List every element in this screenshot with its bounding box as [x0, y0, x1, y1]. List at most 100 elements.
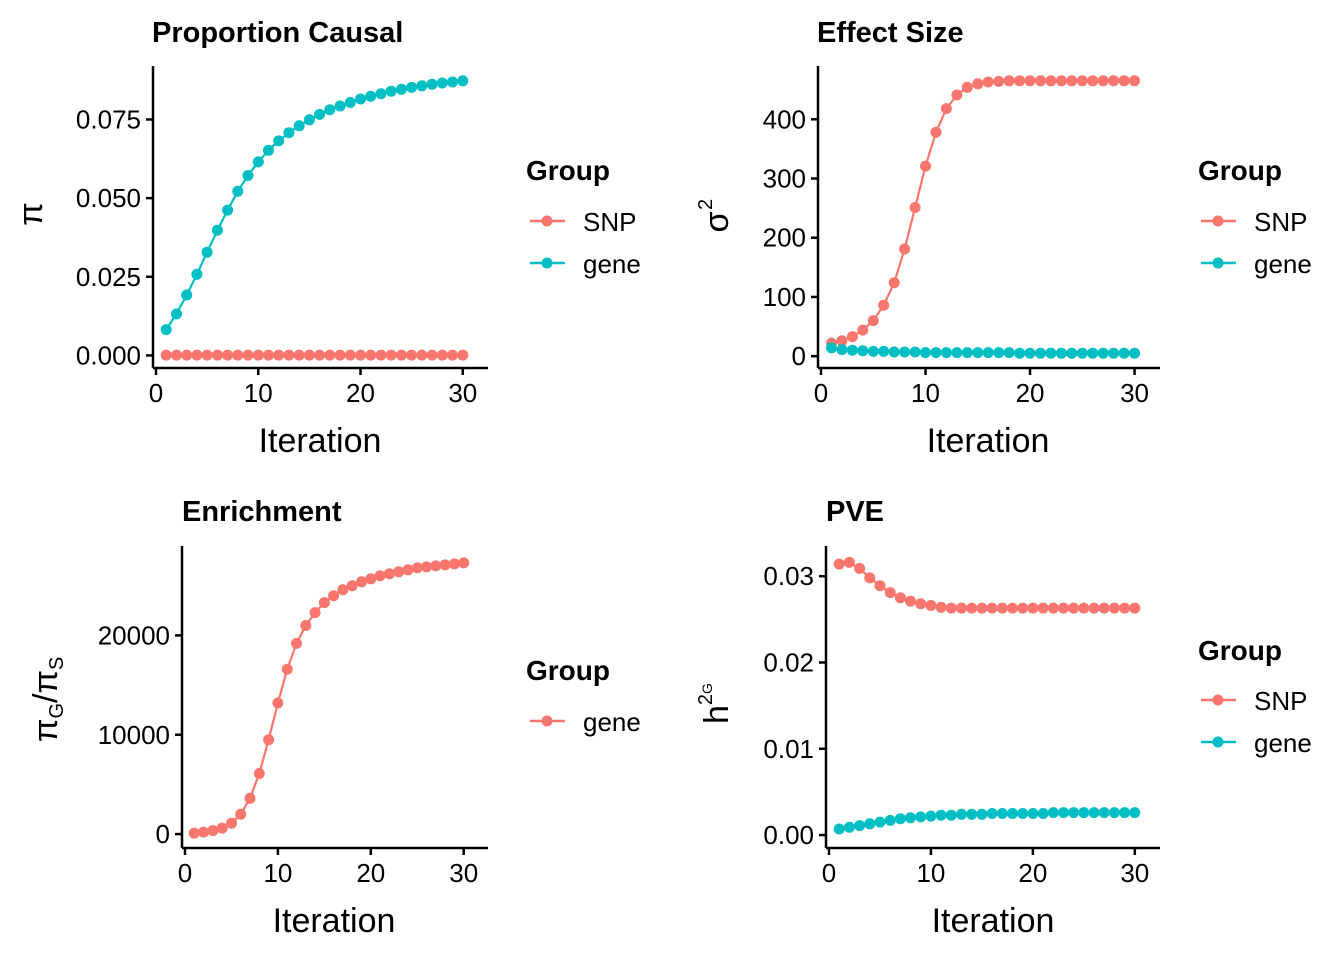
- y-tick-label: 20000: [98, 620, 170, 650]
- y-axis-label-group: πG/πS: [27, 657, 68, 742]
- data-point-gene: [930, 347, 942, 359]
- data-point-gene: [244, 792, 256, 804]
- legend: Group SNP gene: [1198, 635, 1312, 758]
- data-point-snp: [1108, 602, 1120, 614]
- data-point-snp: [956, 602, 967, 614]
- data-point-gene: [878, 345, 890, 357]
- legend-title: Group: [526, 155, 610, 186]
- data-point-gene: [160, 324, 172, 336]
- y-axis-label: σ: [698, 211, 736, 232]
- data-point-snp: [930, 126, 942, 138]
- plot-area: 0 10 20 30 0 10000 20000: [98, 546, 488, 888]
- y-axis-label: π: [12, 202, 50, 225]
- data-point-gene: [1017, 808, 1029, 819]
- data-point-gene: [940, 347, 952, 359]
- data-point-gene: [874, 816, 886, 828]
- data-point-snp: [945, 602, 957, 614]
- y-tick-label: 0.000: [76, 340, 141, 370]
- data-point-snp: [888, 277, 900, 289]
- data-point-gene: [242, 170, 254, 181]
- data-point-gene: [915, 811, 927, 823]
- legend: Group SNP gene: [526, 155, 641, 279]
- data-point-gene: [272, 697, 284, 709]
- data-point-snp: [1088, 602, 1100, 614]
- data-point-gene: [972, 347, 984, 359]
- data-point-gene: [457, 75, 469, 87]
- data-point-gene: [1014, 347, 1026, 359]
- y-tick-label: 0.03: [763, 561, 814, 591]
- data-point-gene: [309, 607, 321, 619]
- data-point-gene: [198, 826, 210, 838]
- data-point-gene: [411, 562, 423, 574]
- data-point-gene: [283, 127, 295, 139]
- data-point-snp: [222, 349, 234, 361]
- data-point-snp: [1076, 75, 1088, 87]
- data-point-gene: [263, 144, 274, 156]
- data-point-gene: [843, 821, 855, 833]
- data-point-gene: [421, 561, 432, 573]
- panel-pve: PVE 0 10 20 30 0.00 0.01 0.02 0.03 Iteration h2…: [695, 496, 1312, 940]
- data-point-snp: [1047, 602, 1059, 614]
- data-point-gene: [402, 564, 414, 576]
- data-point-snp: [252, 349, 264, 361]
- legend-label-gene: gene: [583, 707, 641, 737]
- data-point-snp: [951, 89, 963, 101]
- data-point-snp: [303, 349, 315, 361]
- y-tick-label: 0.075: [76, 104, 141, 134]
- data-point-snp: [972, 78, 984, 90]
- data-point-gene: [191, 268, 203, 280]
- y-tick-label: 0.050: [76, 183, 141, 213]
- y-tick-label: 10000: [98, 720, 170, 750]
- data-point-snp: [1078, 602, 1090, 614]
- data-point-snp: [263, 349, 274, 361]
- data-point-snp: [1058, 602, 1069, 614]
- y-axis-label-superscript: 2: [695, 199, 717, 210]
- data-point-gene: [1027, 808, 1039, 819]
- data-point-snp: [925, 600, 937, 611]
- data-point-gene: [836, 344, 848, 356]
- data-point-gene: [344, 97, 356, 108]
- y-tick-label: 300: [763, 164, 806, 194]
- data-point-gene: [1068, 807, 1080, 819]
- series-line-snp: [831, 79, 1135, 345]
- data-point-snp: [1014, 75, 1026, 87]
- data-point-gene: [188, 827, 200, 839]
- data-point-gene: [356, 576, 367, 588]
- data-point-snp: [1097, 75, 1109, 87]
- x-tick-label: 20: [356, 858, 385, 888]
- data-point-snp: [976, 602, 988, 614]
- data-point-gene: [1119, 807, 1131, 819]
- data-point-snp: [232, 349, 244, 361]
- data-point-gene: [426, 78, 438, 90]
- data-point-snp: [324, 349, 336, 361]
- data-point-snp: [1066, 75, 1078, 87]
- legend-marker-gene: [1212, 736, 1224, 748]
- data-point-snp: [242, 349, 254, 361]
- data-point-snp: [1035, 75, 1046, 87]
- data-point-snp: [864, 572, 876, 584]
- data-point-gene: [826, 342, 837, 354]
- data-point-gene: [416, 80, 428, 92]
- data-point-snp: [905, 595, 916, 607]
- legend-label-gene: gene: [1254, 728, 1312, 758]
- data-point-snp: [1129, 75, 1140, 87]
- x-tick-label: 0: [178, 858, 192, 888]
- data-point-snp: [201, 349, 213, 361]
- data-point-gene: [1035, 347, 1046, 359]
- data-point-snp: [426, 349, 438, 361]
- data-point-snp: [1129, 602, 1141, 614]
- x-tick-label: 10: [263, 858, 292, 888]
- legend-title: Group: [526, 655, 610, 686]
- data-point-gene: [439, 559, 451, 571]
- data-point-gene: [854, 820, 866, 832]
- data-point-snp: [867, 315, 879, 327]
- data-point-snp: [1037, 602, 1049, 614]
- x-tick-label: 20: [1018, 858, 1047, 888]
- data-point-gene: [1087, 347, 1099, 359]
- y-axis-label: πG/πS: [27, 657, 68, 742]
- data-point-gene: [300, 620, 312, 631]
- data-point-gene: [365, 573, 377, 585]
- data-point-gene: [857, 345, 869, 357]
- data-point-snp: [1024, 75, 1036, 87]
